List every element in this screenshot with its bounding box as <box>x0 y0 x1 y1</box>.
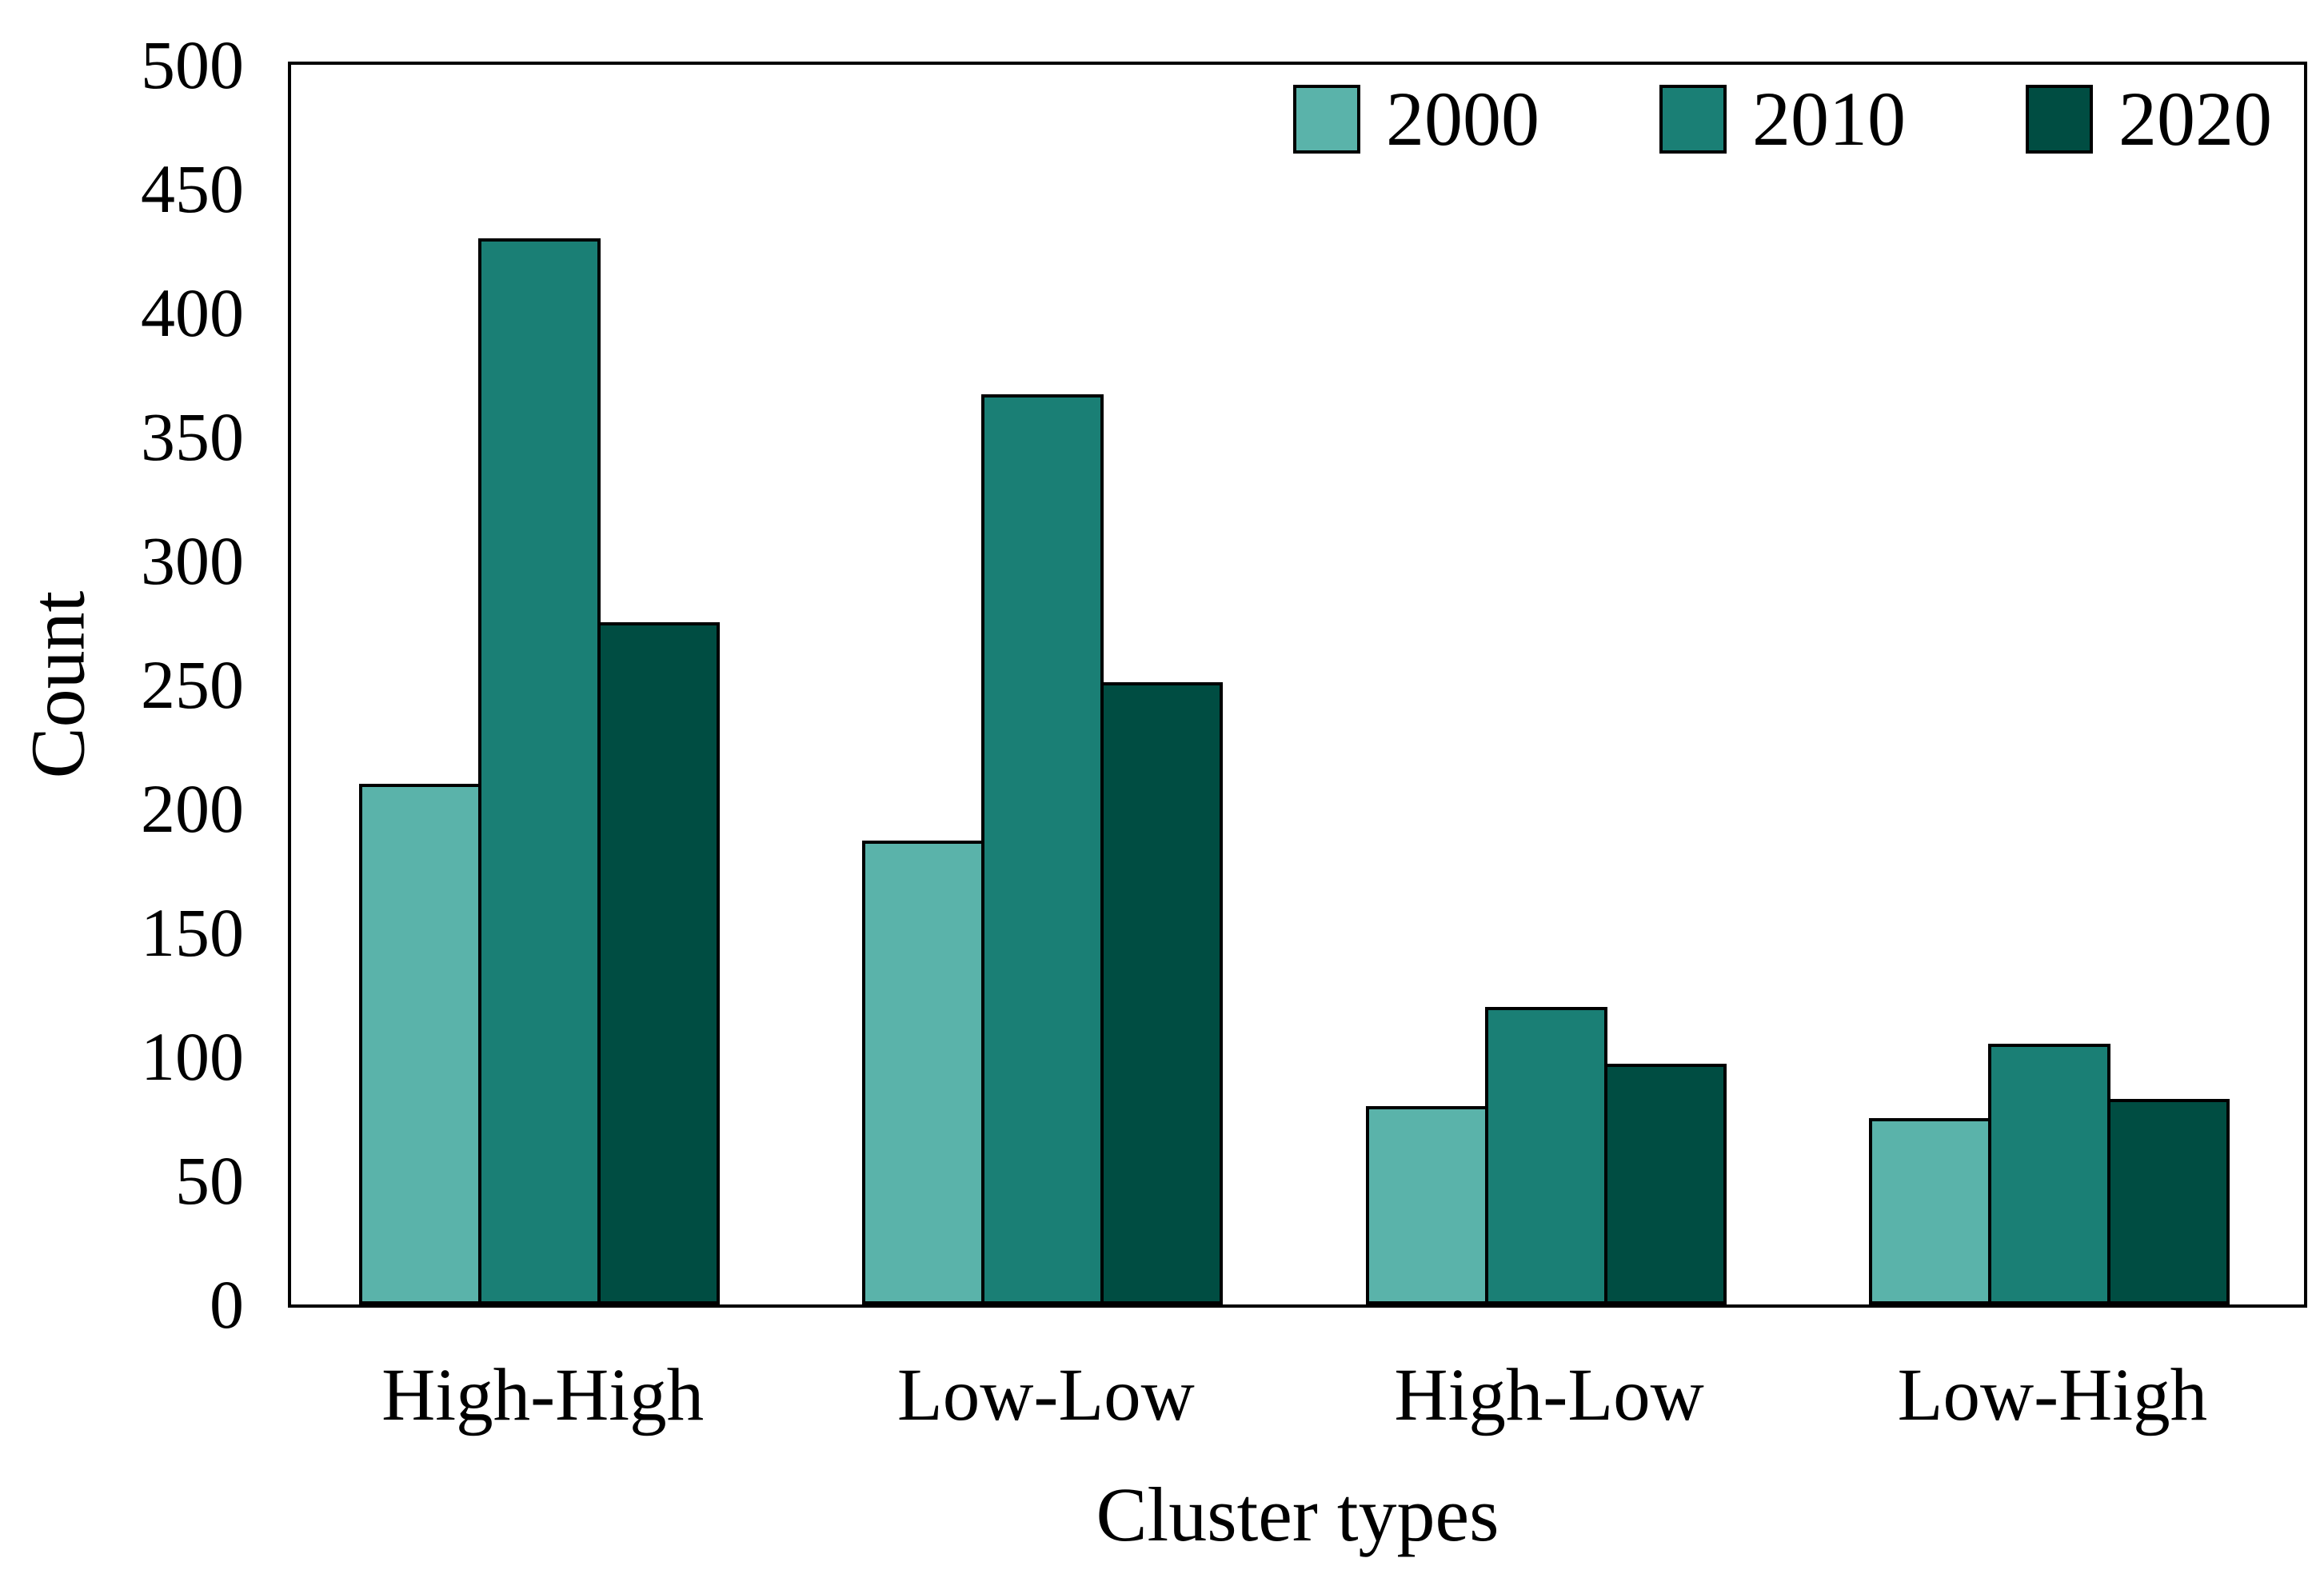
y-tick-label: 100 <box>141 1018 244 1095</box>
bar-2010-low-high <box>1987 1044 2110 1304</box>
x-tick-label: High-High <box>381 1354 705 1436</box>
legend-label: 2000 <box>1386 76 1539 162</box>
legend-label: 2010 <box>1752 76 1906 162</box>
y-tick-label: 400 <box>141 274 244 351</box>
x-tick-label: Low-Low <box>896 1354 1195 1436</box>
bar-2010-high-high <box>478 238 601 1304</box>
y-tick-label: 0 <box>210 1266 244 1343</box>
y-tick-label: 300 <box>141 522 244 599</box>
x-tick-label: High-Low <box>1394 1354 1704 1436</box>
bar-2010-high-low <box>1484 1007 1607 1304</box>
y-tick-label: 50 <box>175 1142 244 1219</box>
legend-swatch-2020 <box>2026 85 2093 154</box>
bar-2020-low-low <box>1100 682 1224 1304</box>
bar-2010-low-low <box>981 394 1104 1304</box>
legend-swatch-2010 <box>1659 85 1727 154</box>
y-tick-label: 150 <box>141 894 244 971</box>
legend: 2000 2010 2020 <box>1293 81 2272 158</box>
bar-2020-low-high <box>2106 1099 2230 1304</box>
y-tick-label: 350 <box>141 398 244 475</box>
y-tick-label: 450 <box>141 150 244 227</box>
y-tick-label: 200 <box>141 770 244 847</box>
legend-label: 2020 <box>2118 76 2272 162</box>
bar-2000-high-low <box>1365 1106 1488 1304</box>
bar-2000-low-low <box>862 841 985 1304</box>
y-tick-label: 250 <box>141 646 244 723</box>
bar-2000-low-high <box>1868 1118 1991 1304</box>
bar-2020-high-low <box>1603 1064 1727 1304</box>
legend-item-2020: 2020 <box>2026 81 2272 158</box>
y-tick-label: 500 <box>141 26 244 103</box>
bar-2000-high-high <box>359 784 482 1304</box>
plot-area: 2000 2010 2020 <box>288 62 2307 1308</box>
x-tick-label: Low-High <box>1897 1354 2208 1436</box>
bar-2020-high-high <box>597 622 721 1304</box>
x-axis-title: Cluster types <box>1096 1472 1499 1557</box>
legend-item-2010: 2010 <box>1659 81 1906 158</box>
legend-swatch-2000 <box>1293 85 1360 154</box>
legend-item-2000: 2000 <box>1293 81 1539 158</box>
